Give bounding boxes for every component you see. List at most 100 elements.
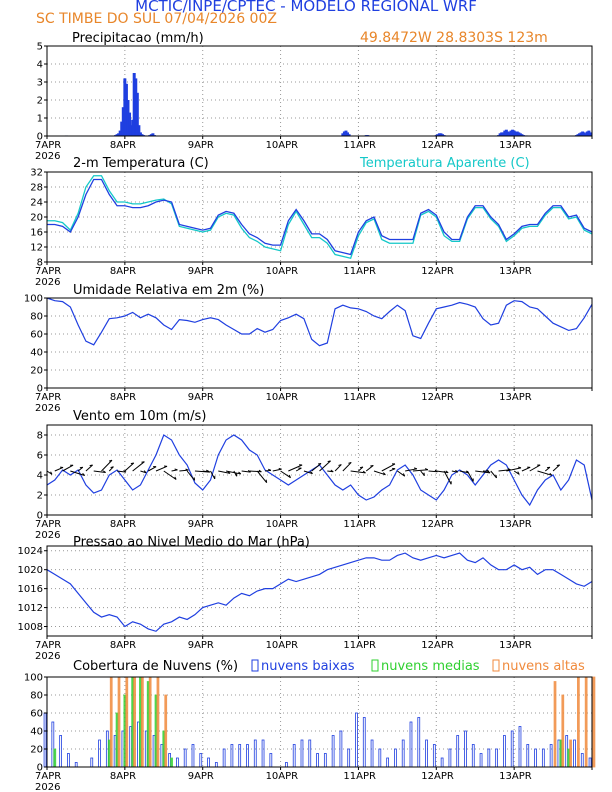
- cloud-bar-nuvens-baixas: [425, 739, 428, 768]
- wind-vector-head: [102, 470, 106, 473]
- panel-frame: [46, 45, 593, 137]
- cloud-bar-nuvens-baixas: [59, 735, 62, 768]
- precip-bar: [129, 125, 133, 136]
- wind-vector-head: [330, 469, 334, 473]
- wind-vector: [506, 467, 522, 472]
- x-tick-label: 11APR: [343, 266, 376, 277]
- precip-bar: [585, 131, 589, 136]
- cloud-bar-nuvens-baixas: [440, 757, 444, 768]
- precip-bar: [576, 134, 580, 136]
- y-tick-label: 80: [30, 691, 43, 702]
- wind-vector-head: [556, 464, 560, 467]
- x-tick-label: 10APR: [266, 771, 299, 782]
- x-year-label: 2026: [35, 651, 60, 662]
- x-tick-label: 8APR: [110, 640, 136, 651]
- wind-vector-head: [130, 462, 134, 465]
- cloud-bar-nuvens-baixas: [176, 757, 179, 768]
- wind-vector-head: [268, 468, 272, 471]
- x-tick-label: 9APR: [188, 392, 214, 403]
- cloud-bar-nuvens-baixas: [355, 712, 358, 768]
- wind-vector: [319, 460, 331, 472]
- y-tick-label: 40: [30, 727, 43, 738]
- y-tick-label: 0: [37, 511, 43, 522]
- wind-vector: [241, 470, 251, 473]
- cloud-bar-nuvens-altas: [584, 676, 588, 768]
- y-tick-label: 0: [37, 384, 43, 395]
- cloud-bar-nuvens-baixas: [98, 739, 101, 768]
- cloud-bar-nuvens-baixas: [308, 739, 312, 768]
- cloud-bar-nuvens-baixas: [541, 748, 545, 768]
- cloud-bar-nuvens-baixas: [362, 717, 366, 768]
- x-tick-label: 12APR: [421, 266, 454, 277]
- x-tick-label: 9APR: [188, 640, 214, 651]
- x-tick-label: 7APR: [35, 266, 61, 277]
- wind-vector: [132, 461, 145, 472]
- cloud-bar-nuvens-baixas: [432, 744, 436, 768]
- precip-bar: [514, 131, 518, 136]
- y-tick-label: 20: [30, 213, 43, 224]
- cloud-bar-nuvens-baixas: [370, 739, 374, 768]
- wind-vector-head: [288, 474, 291, 478]
- x-tick-label: 10APR: [266, 519, 299, 530]
- wind-vector-head: [174, 476, 177, 480]
- precip-bar: [342, 131, 346, 136]
- x-tick-label: 10APR: [266, 392, 299, 403]
- cloud-bar-nuvens-baixas: [471, 744, 475, 768]
- wind-vector-head: [143, 470, 147, 474]
- y-tick-label: 8: [37, 258, 43, 269]
- wind-vector-head: [486, 469, 490, 472]
- cloud-bar-nuvens-baixas: [74, 762, 78, 768]
- wind-vector-head: [518, 466, 522, 469]
- x-tick-label: 8APR: [110, 266, 136, 277]
- wind-vector: [117, 470, 127, 473]
- x-tick-label: 9APR: [188, 771, 214, 782]
- legend-apparent-temp: Temperatura Aparente (C): [359, 156, 530, 171]
- wind-vector-head: [507, 468, 511, 471]
- series-line-temperatura-aparente: [47, 175, 593, 260]
- wind-vector: [256, 470, 268, 483]
- legend-label-nuvens-medias: nuvens medias: [381, 659, 480, 674]
- precip-bar: [128, 112, 132, 136]
- wind-vector: [147, 466, 157, 472]
- wind-vector-head: [258, 469, 262, 473]
- cloud-bar-nuvens-baixas: [394, 748, 397, 768]
- cloud-bar-nuvens-altas: [156, 676, 160, 768]
- y-tick-label: 20: [30, 745, 43, 756]
- wind-vector-head: [110, 466, 114, 469]
- x-year-label: 2026: [35, 277, 60, 288]
- x-tick-label: 13APR: [499, 771, 532, 782]
- wind-vector-head: [455, 469, 459, 473]
- wind-vector-head: [327, 460, 331, 463]
- wind-vector: [186, 470, 196, 481]
- wind-vector: [373, 470, 386, 476]
- precip-bar: [581, 131, 585, 136]
- y-tick-label: 0: [37, 763, 43, 774]
- wind-vector: [272, 468, 282, 472]
- cloud-bar-nuvens-baixas: [207, 757, 210, 768]
- cloud-bar-nuvens-baixas: [495, 748, 498, 768]
- wind-vector-head: [79, 466, 83, 469]
- wind-vector: [249, 470, 262, 473]
- cloud-bar-nuvens-altas: [561, 694, 565, 768]
- wind-vector: [124, 462, 135, 472]
- wind-vector: [350, 470, 366, 474]
- wind-vector: [218, 470, 231, 474]
- x-tick-label: 8APR: [110, 519, 136, 530]
- wind-vector: [342, 462, 352, 472]
- y-tick-label: 60: [30, 330, 43, 341]
- chart-panel-2: 8 12 16 20 24 28 32 7APR 8APR 9APR 10APR 11APR 12APR…: [30, 156, 593, 288]
- panel-title: Umidade Relativa em 2m (%): [73, 283, 264, 298]
- precip-bar: [518, 133, 522, 136]
- wind-vector: [412, 469, 428, 472]
- wind-vector-head: [238, 471, 242, 475]
- cloud-bar-nuvens-baixas: [253, 739, 257, 768]
- wind-vector: [225, 470, 241, 475]
- wind-vector-head: [382, 472, 386, 476]
- y-tick-label: 4: [37, 60, 43, 71]
- x-year-label: 2026: [35, 403, 60, 414]
- precip-bar: [118, 130, 122, 136]
- y-tick-label: 1020: [18, 565, 43, 576]
- cloud-bar-nuvens-baixas: [238, 744, 242, 768]
- x-tick-label: 13APR: [499, 519, 532, 530]
